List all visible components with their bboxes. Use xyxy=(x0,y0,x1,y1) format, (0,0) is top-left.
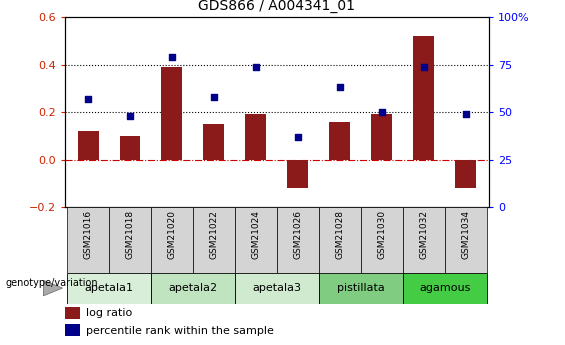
Title: GDS866 / A004341_01: GDS866 / A004341_01 xyxy=(198,0,355,13)
Text: GSM21030: GSM21030 xyxy=(377,210,386,259)
Polygon shape xyxy=(44,280,63,296)
Point xyxy=(125,113,134,119)
Bar xyxy=(151,273,235,304)
Bar xyxy=(203,124,224,159)
Bar xyxy=(109,207,151,273)
Text: apetala3: apetala3 xyxy=(253,283,301,293)
Point xyxy=(84,96,93,101)
Bar xyxy=(65,324,80,336)
Bar xyxy=(235,207,277,273)
Text: genotype/variation: genotype/variation xyxy=(6,278,98,288)
Bar xyxy=(413,36,434,159)
Text: GSM21026: GSM21026 xyxy=(293,210,302,259)
Bar xyxy=(319,273,403,304)
Text: apetala1: apetala1 xyxy=(85,283,133,293)
Bar xyxy=(371,115,392,159)
Text: pistillata: pistillata xyxy=(337,283,385,293)
Bar xyxy=(151,207,193,273)
Text: GSM21034: GSM21034 xyxy=(461,210,470,259)
Point xyxy=(293,134,302,140)
Point xyxy=(167,54,176,60)
Bar xyxy=(455,159,476,188)
Point xyxy=(335,85,344,90)
Bar xyxy=(277,207,319,273)
Bar xyxy=(77,131,98,159)
Bar xyxy=(67,273,151,304)
Point xyxy=(419,64,428,69)
Bar xyxy=(403,273,486,304)
Text: GSM21032: GSM21032 xyxy=(419,210,428,259)
Text: GSM21016: GSM21016 xyxy=(84,210,93,259)
Point xyxy=(377,109,386,115)
Bar xyxy=(329,122,350,159)
Text: GSM21020: GSM21020 xyxy=(167,210,176,259)
Bar xyxy=(319,207,361,273)
Bar xyxy=(120,136,141,159)
Text: percentile rank within the sample: percentile rank within the sample xyxy=(86,326,274,335)
Text: GSM21024: GSM21024 xyxy=(251,210,260,259)
Text: GSM21022: GSM21022 xyxy=(210,210,219,259)
Bar xyxy=(245,115,266,159)
Bar xyxy=(288,159,308,188)
Bar xyxy=(403,207,445,273)
Bar xyxy=(65,307,80,319)
Text: GSM21018: GSM21018 xyxy=(125,210,134,259)
Text: log ratio: log ratio xyxy=(86,308,132,318)
Text: GSM21028: GSM21028 xyxy=(335,210,344,259)
Text: apetala2: apetala2 xyxy=(168,283,218,293)
Text: agamous: agamous xyxy=(419,283,470,293)
Bar xyxy=(361,207,403,273)
Bar xyxy=(235,273,319,304)
Bar xyxy=(67,207,109,273)
Point xyxy=(251,64,260,69)
Point xyxy=(461,111,470,117)
Bar xyxy=(445,207,486,273)
Bar xyxy=(193,207,235,273)
Point xyxy=(210,94,219,100)
Bar xyxy=(162,67,182,159)
